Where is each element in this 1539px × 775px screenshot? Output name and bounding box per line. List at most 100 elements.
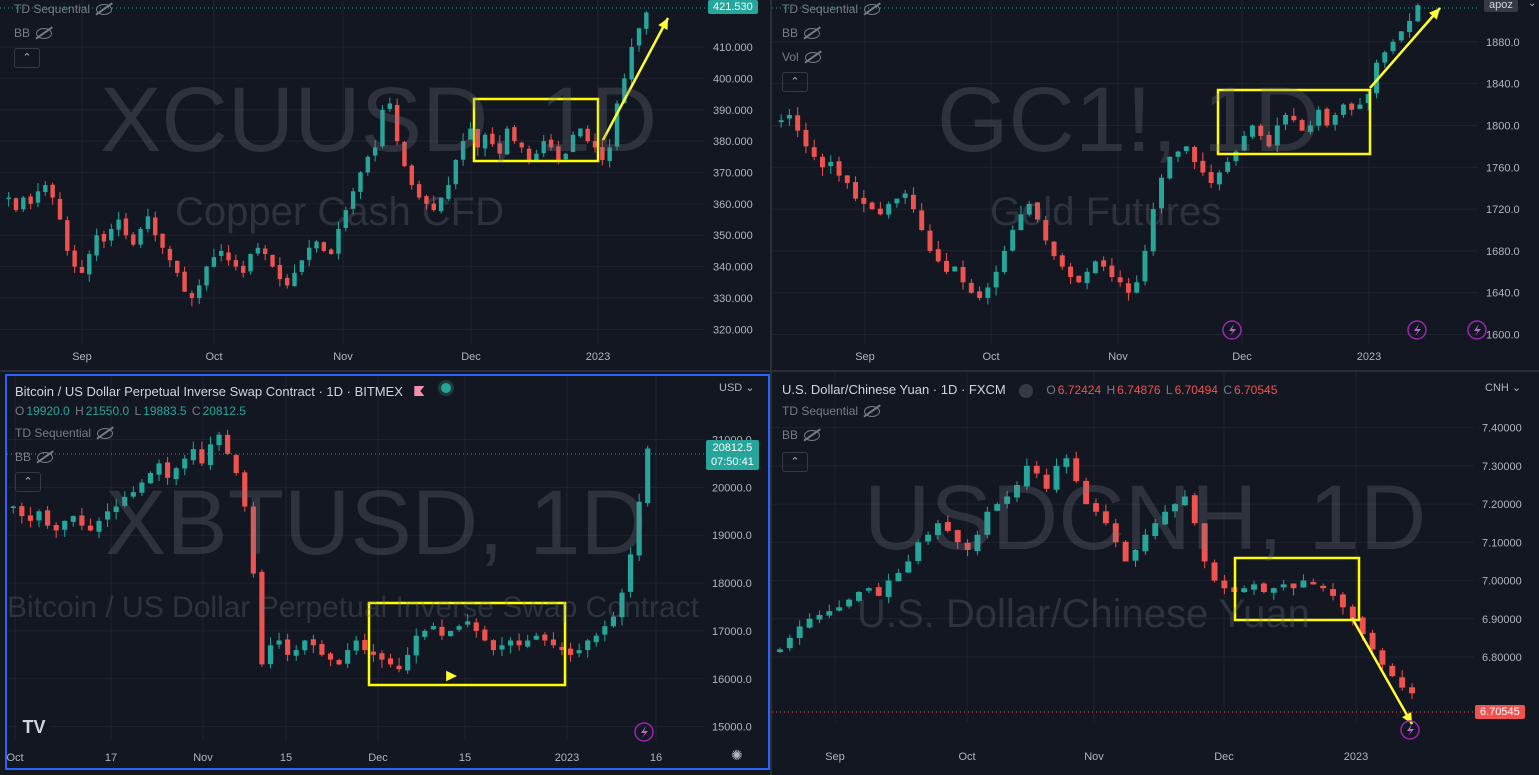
copper-chart[interactable]: 410.000 400.000 390.000 380.000 370.000 360.0… xyxy=(0,0,770,370)
candle-body xyxy=(402,141,407,167)
ohlc-high-label: H xyxy=(1106,383,1116,397)
indicator-label: TD Sequential xyxy=(15,426,92,440)
tradingview-logo-icon[interactable]: TV xyxy=(17,710,51,744)
y-tick-label: 6.90000 xyxy=(1482,614,1522,626)
pane-gold[interactable]: 1880.0 1840.0 1800.0 1760.0 1720.0 1680.0 1640… xyxy=(772,0,1539,370)
pane-bitcoin[interactable]: 21000.020000.019000.018000.017000.016000… xyxy=(5,374,770,770)
candle-body xyxy=(1035,202,1040,220)
candle-body xyxy=(284,277,290,286)
x-tick-label: 2023 xyxy=(555,752,579,764)
eye-off-icon[interactable] xyxy=(864,405,881,417)
candle-body xyxy=(1365,94,1371,104)
bitcoin-chart[interactable]: 21000.020000.019000.018000.017000.016000… xyxy=(7,376,768,768)
candle-body xyxy=(806,618,813,628)
currency-unit[interactable]: CNH ⌄ xyxy=(1485,382,1522,394)
collapse-legend-button[interactable]: ⌃ xyxy=(782,72,808,92)
candle-body xyxy=(885,580,892,597)
x-tick-label: Dec xyxy=(368,752,388,764)
pane-divider-horizontal[interactable] xyxy=(0,370,1539,372)
candle-body xyxy=(267,645,274,665)
gold-chart[interactable]: 1880.0 1840.0 1800.0 1760.0 1720.0 1680.0 1640… xyxy=(772,0,1539,370)
currency-unit[interactable]: USD ⌄ xyxy=(719,382,755,394)
candle-body xyxy=(27,515,34,521)
candle-body xyxy=(1068,266,1074,278)
collapse-legend-button[interactable]: ⌃ xyxy=(14,48,40,68)
candle-body xyxy=(803,130,809,147)
symbol-title[interactable]: Bitcoin / US Dollar Perpetual Inverse Sw… xyxy=(15,384,403,399)
ohlc-values: O 6.72424 H 6.74876 L 6.70494 C 6.70545 xyxy=(1046,383,1279,397)
eye-off-icon[interactable] xyxy=(96,3,113,15)
ohlc-low: 19883.5 xyxy=(143,404,187,418)
indicator-td-sequential[interactable]: TD Sequential xyxy=(15,426,114,440)
candle-body xyxy=(1316,109,1322,126)
indicator-td-sequential[interactable]: TD Sequential xyxy=(14,2,113,16)
indicator-bb[interactable]: BB xyxy=(15,450,54,464)
usdcnh-chart[interactable]: 7.40000 7.30000 7.20000 7.10000 7.00000 6.900… xyxy=(772,372,1539,775)
candle-body xyxy=(550,639,556,646)
collapse-legend-button[interactable]: ⌃ xyxy=(15,472,41,492)
candle-body xyxy=(619,592,625,618)
eye-off-icon[interactable] xyxy=(804,51,821,63)
candle-body xyxy=(1167,156,1173,179)
pane-usdcnh[interactable]: 7.40000 7.30000 7.20000 7.10000 7.00000 6.900… xyxy=(772,372,1539,775)
candle-body xyxy=(855,592,862,601)
pane-copper[interactable]: 410.000 400.000 390.000 380.000 370.000 360.0… xyxy=(0,0,770,370)
candle-body xyxy=(259,571,265,665)
candle-body xyxy=(960,266,966,283)
candle-body xyxy=(396,665,402,670)
chevron-down-icon[interactable]: ⌄ xyxy=(1528,0,1537,9)
candle-body xyxy=(534,153,539,160)
candle-body xyxy=(1004,496,1011,504)
market-status-icon[interactable] xyxy=(437,380,454,396)
candle-body xyxy=(1221,580,1228,589)
candle-body xyxy=(482,134,488,149)
candle-body xyxy=(153,217,158,236)
symbol-title[interactable]: U.S. Dollar/Chinese Yuan · 1D · FXCM xyxy=(782,382,1006,397)
lightning-bolt xyxy=(1474,324,1481,336)
indicator-td-sequential[interactable]: TD Sequential xyxy=(782,2,881,16)
indicator-bb[interactable]: BB xyxy=(782,428,821,442)
symbol-watermark: GC1!, 1D xyxy=(937,69,1321,171)
candle-body xyxy=(512,127,517,142)
flag-icon[interactable] xyxy=(414,386,425,396)
candle-body xyxy=(182,271,187,292)
eye-off-icon[interactable] xyxy=(864,3,881,15)
candle-body xyxy=(263,248,268,255)
arrow-head xyxy=(658,18,668,30)
ohlc-low-label: L xyxy=(134,404,142,418)
indicator-td-sequential[interactable]: TD Sequential xyxy=(782,404,881,418)
candle-body xyxy=(1059,255,1065,267)
candle-body xyxy=(519,142,524,148)
y-tick-label: 380.000 xyxy=(713,136,753,148)
collapse-legend-button[interactable]: ⌃ xyxy=(782,452,808,472)
eye-off-icon[interactable] xyxy=(804,429,821,441)
candle-body xyxy=(167,248,173,261)
eye-off-icon[interactable] xyxy=(804,27,821,39)
candle-body xyxy=(431,203,436,211)
candle-body xyxy=(1332,115,1338,125)
candle-body xyxy=(593,635,599,643)
y-tick-label: 400.000 xyxy=(713,73,753,85)
chart-legend: U.S. Dollar/Chinese Yuan · 1D · FXCM O 6.… xyxy=(782,380,1279,400)
candle-body xyxy=(865,588,872,591)
indicator-bb[interactable]: BB xyxy=(782,26,821,40)
y-tick-label: 7.00000 xyxy=(1482,576,1522,588)
indicator-bb[interactable]: BB xyxy=(14,26,53,40)
candle-body xyxy=(35,191,41,203)
gear-icon[interactable]: ✺ xyxy=(731,747,743,763)
candle-body xyxy=(1083,480,1090,505)
candle-body xyxy=(570,134,576,153)
candle-body xyxy=(453,159,458,185)
eye-off-icon[interactable] xyxy=(97,427,114,439)
candle-body xyxy=(1125,283,1131,293)
y-tick-label: 17000.0 xyxy=(712,626,752,638)
candle-body xyxy=(1063,458,1070,467)
pane-divider-vertical[interactable] xyxy=(770,0,772,775)
eye-off-icon[interactable] xyxy=(37,451,54,463)
candle-body xyxy=(567,648,574,655)
candle-body xyxy=(156,463,162,475)
market-status-icon[interactable] xyxy=(1019,383,1034,398)
candle-body xyxy=(350,191,356,209)
eye-off-icon[interactable] xyxy=(36,27,53,39)
indicator-vol[interactable]: Vol xyxy=(782,50,821,64)
